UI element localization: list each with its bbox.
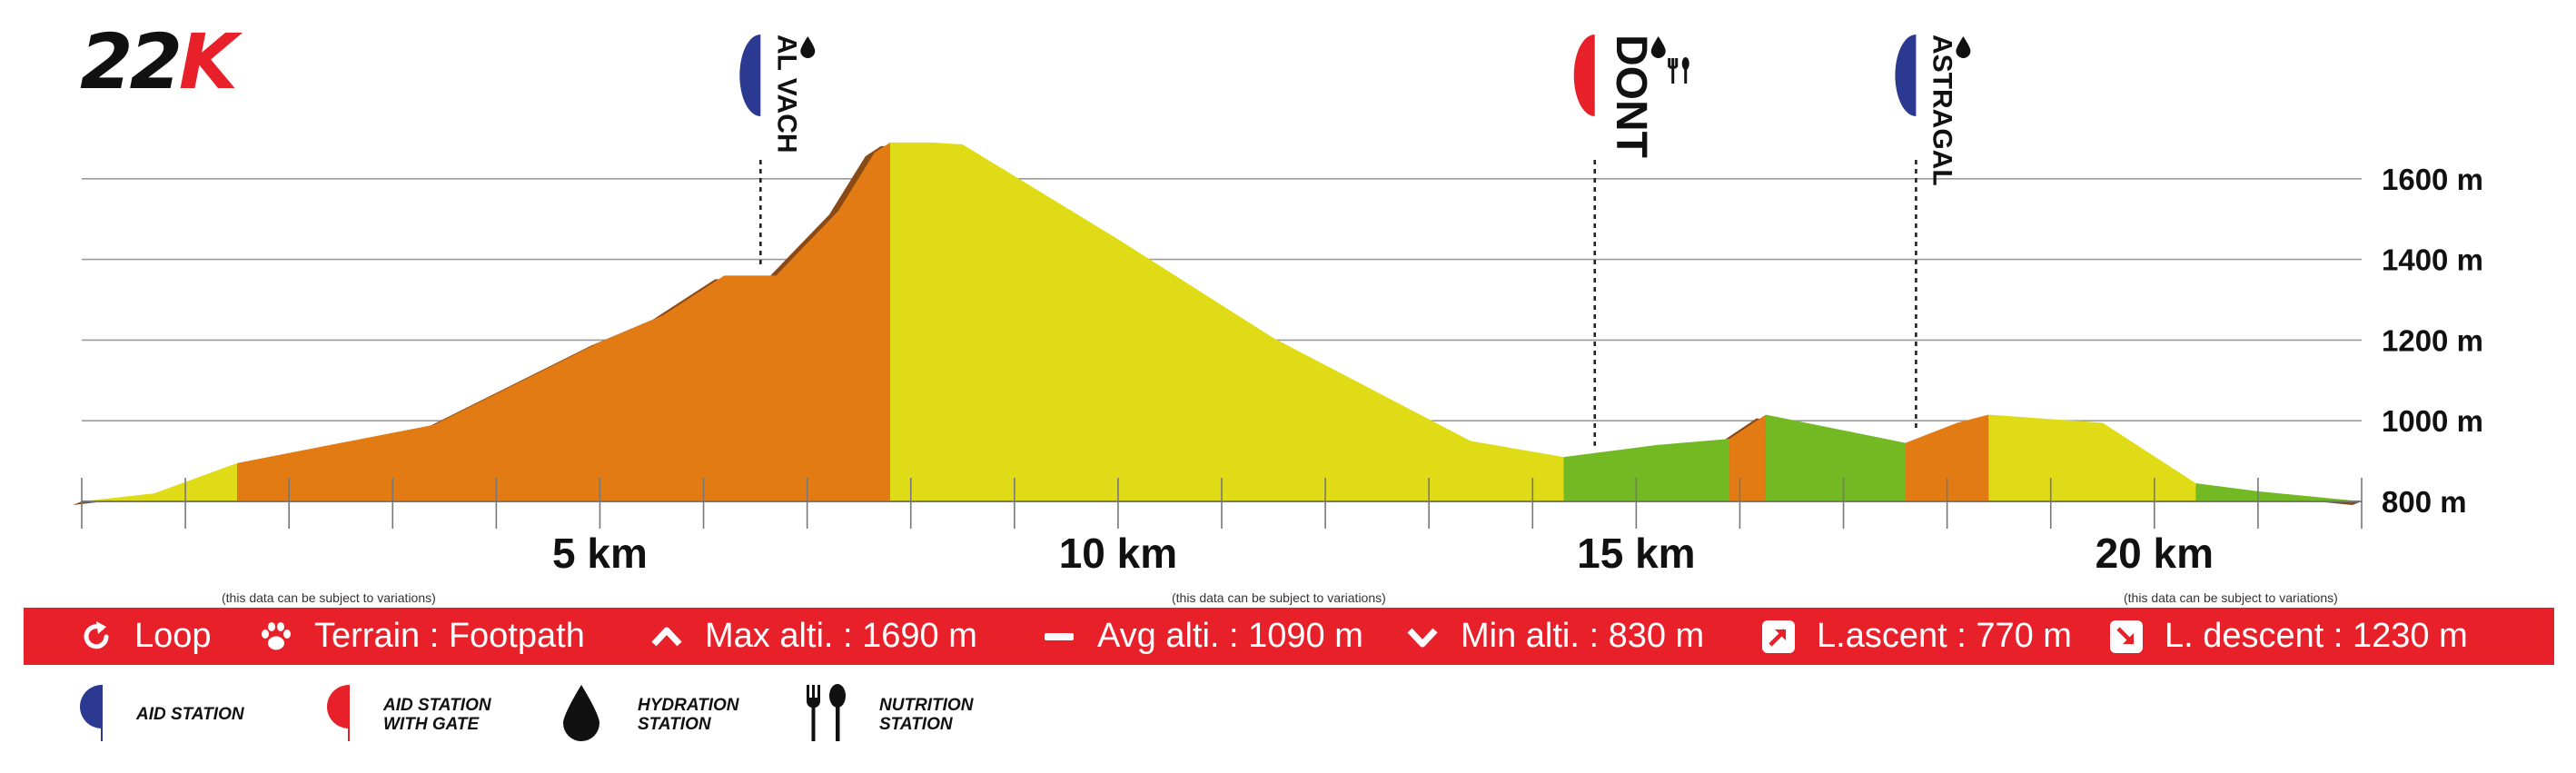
fork-spoon-icon [805,683,848,748]
station-pin [739,35,761,160]
stat-max-alti: Max alti. : 1690 m [649,608,977,665]
disclaimer-note: (this data can be subject to variations) [1172,590,1386,605]
y-tick-label: 800 m [2382,485,2467,519]
water-drop-icon [1956,36,1971,58]
profile-segment [1765,414,1906,501]
stat-terrain: Terrain : Footpath [258,608,585,665]
stat-min-alti: Min alti. : 830 m [1404,608,1704,665]
station-name: AL VACH [771,35,801,154]
stat-label: Terrain : Footpath [314,617,585,655]
y-tick-label: 1400 m [2382,243,2483,277]
disclaimer-note: (this data can be subject to variations) [222,590,436,605]
fork-icon [1668,58,1679,84]
stat-avg-alti: Avg alti. : 1090 m [1041,608,1363,665]
x-tick-label: 20 km [2095,530,2214,577]
arrow-up-right-icon [1760,619,1797,655]
arrow-down-right-icon [2108,619,2145,655]
disclaimer-note: (this data can be subject to variations) [2124,590,2338,605]
profile-segment [1906,414,1989,501]
profile-segment [1563,439,1730,501]
stat-loop: Loop [78,608,212,665]
y-tick-label: 1200 m [2382,323,2483,357]
profile-segment [1988,414,2196,501]
minus-icon [1041,619,1077,655]
legend-hydration: HYDRATION STATION [561,683,747,748]
race-logo: 22K [80,24,238,100]
paw-icon [258,619,294,655]
stat-label: Avg alti. : 1090 m [1097,617,1363,655]
x-tick-label: 5 km [552,530,648,577]
legend-label: NUTRITION STATION [879,695,974,734]
water-drop-icon [1650,36,1666,58]
x-tick-label: 15 km [1577,530,1695,577]
water-drop-icon [561,683,601,748]
stat-label: Loop [134,617,212,655]
aid-station-icon [78,683,104,748]
station-pin [1573,35,1595,160]
station-pin [1895,35,1917,160]
logo-number: 22 [80,17,183,106]
loop-icon [78,619,114,655]
chevron-down-icon [1404,619,1441,655]
stats-bar: Loop Terrain : Footpath Max alti. : 1690… [24,608,2554,665]
stat-ascent: L.ascent : 770 m [1760,608,2072,665]
legend-label: HYDRATION STATION [638,695,739,734]
profile-segment [889,142,1564,501]
legend-nutrition: NUTRITION STATION [805,683,988,748]
chevron-up-icon [649,619,685,655]
logo-unit: K [178,17,238,106]
profile-segment [237,142,890,501]
water-drop-icon [800,36,816,58]
profile-segment [2195,483,2362,501]
legend-aid-station: AID STATION [78,683,245,748]
stat-label: Max alti. : 1690 m [705,617,977,655]
legend-label: AID STATION WITH GATE [383,695,491,734]
aid-station-gate-icon [325,683,351,748]
y-tick-label: 1600 m [2382,163,2483,196]
legend-aid-station-gate: AID STATION WITH GATE [325,683,492,748]
stat-descent: L. descent : 1230 m [2108,608,2468,665]
y-tick-label: 1000 m [2382,404,2483,438]
station-name: ASTRAGAL [1927,35,1957,186]
legend-label: AID STATION [136,705,244,725]
spoon-icon [1681,57,1689,70]
x-tick-label: 10 km [1059,530,1177,577]
station-name: DONT [1607,35,1655,158]
profile-segment [1729,414,1766,501]
stat-label: Min alti. : 830 m [1461,617,1705,655]
stat-label: L.ascent : 770 m [1817,617,2072,655]
stat-label: L. descent : 1230 m [2165,617,2468,655]
profile-segment [82,462,238,501]
